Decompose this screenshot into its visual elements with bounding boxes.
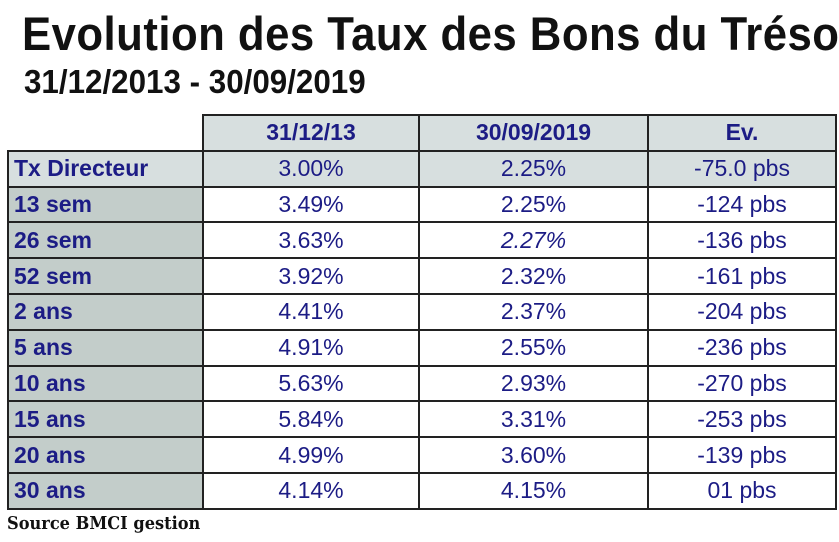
row-label: 10 ans — [7, 364, 204, 403]
rates-table: 31/12/13 30/09/2019 Ev. Tx Directeur 3.00… — [7, 114, 837, 510]
table-row: 13 sem 3.49% 2.25% -124 pbs — [7, 185, 837, 224]
value-2019: 2.55% — [418, 328, 649, 367]
header-row: 31/12/13 30/09/2019 Ev. — [8, 114, 837, 152]
value-ev: -124 pbs — [647, 185, 837, 224]
value-ev: -75.0 pbs — [647, 149, 837, 188]
value-ev: 01 pbs — [647, 471, 837, 510]
row-label: 2 ans — [7, 292, 204, 331]
value-2019: 2.25% — [418, 185, 649, 224]
value-ev: -161 pbs — [647, 257, 837, 295]
value-2019: 3.60% — [418, 436, 649, 474]
row-label: 20 ans — [7, 436, 204, 474]
value-ev: -236 pbs — [647, 328, 837, 367]
value-2019: 3.31% — [418, 400, 649, 439]
value-ev: -253 pbs — [647, 400, 837, 439]
value-2013: 5.63% — [202, 364, 420, 403]
value-2019: 2.25% — [418, 149, 649, 188]
row-label: 52 sem — [7, 257, 204, 295]
header-col-2013: 31/12/13 — [202, 114, 420, 152]
value-ev: -139 pbs — [647, 436, 837, 474]
table-row: 10 ans 5.63% 2.93% -270 pbs — [7, 364, 837, 403]
row-label: 13 sem — [7, 185, 204, 224]
value-2019: 2.27% — [418, 221, 649, 260]
table-row: 5 ans 4.91% 2.55% -236 pbs — [7, 328, 837, 367]
table-row: 2 ans 4.41% 2.37% -204 pbs — [7, 292, 837, 331]
table-row: 26 sem 3.63% 2.27% -136 pbs — [7, 221, 837, 260]
page-title: Evolution des Taux des Bons du Trésor — [22, 7, 839, 60]
header-col-2019: 30/09/2019 — [418, 114, 649, 152]
row-label: 30 ans — [7, 471, 204, 510]
table-row: 52 sem 3.92% 2.32% -161 pbs — [7, 257, 837, 295]
value-2013: 3.63% — [202, 221, 420, 260]
page-subtitle: 31/12/2013 - 30/09/2019 — [24, 63, 366, 100]
table-row: 20 ans 4.99% 3.60% -139 pbs — [7, 436, 837, 474]
value-2013: 4.91% — [202, 328, 420, 367]
table-row: 15 ans 5.84% 3.31% -253 pbs — [7, 400, 837, 439]
value-ev: -270 pbs — [647, 364, 837, 403]
row-label: 5 ans — [7, 328, 204, 367]
value-2019: 4.15% — [418, 471, 649, 510]
value-2019: 2.37% — [418, 292, 649, 331]
value-ev: -204 pbs — [647, 292, 837, 331]
value-2019: 2.32% — [418, 257, 649, 295]
value-2013: 3.00% — [202, 149, 420, 188]
value-ev: -136 pbs — [647, 221, 837, 260]
row-label: Tx Directeur — [7, 149, 204, 188]
row-label: 26 sem — [7, 221, 204, 260]
value-2013: 4.41% — [202, 292, 420, 331]
row-label: 15 ans — [7, 400, 204, 439]
value-2013: 4.14% — [202, 471, 420, 510]
value-2013: 5.84% — [202, 400, 420, 439]
value-2019: 2.93% — [418, 364, 649, 403]
value-2013: 3.49% — [202, 185, 420, 224]
table-row: Tx Directeur 3.00% 2.25% -75.0 pbs — [7, 149, 837, 188]
table-row: 30 ans 4.14% 4.15% 01 pbs — [7, 471, 837, 510]
value-2013: 4.99% — [202, 436, 420, 474]
header-empty — [8, 115, 203, 151]
value-2013: 3.92% — [202, 257, 420, 295]
header-col-ev: Ev. — [647, 114, 837, 152]
source-note: Source BMCI gestion — [7, 513, 201, 534]
